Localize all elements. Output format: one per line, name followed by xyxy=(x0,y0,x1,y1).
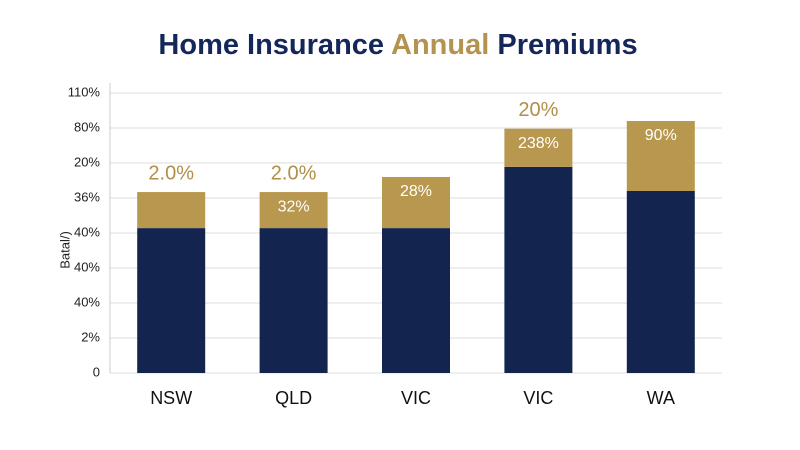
y-tick-label: 80% xyxy=(74,119,100,134)
y-tick-label: 40% xyxy=(74,294,100,309)
bar-segment xyxy=(259,192,328,229)
y-tick-label: 40% xyxy=(74,224,100,239)
x-tick-label: NSW xyxy=(150,388,192,408)
bar-segment xyxy=(137,228,206,373)
data-label: 28% xyxy=(400,183,432,200)
y-axis-label: Batal/) xyxy=(57,231,72,269)
bar-segment xyxy=(137,192,206,229)
bar-segment xyxy=(626,191,695,373)
x-tick-label: VIC xyxy=(401,388,431,408)
data-label: 20% xyxy=(518,99,558,121)
data-label: 32% xyxy=(278,198,310,215)
x-tick-label: WA xyxy=(647,388,675,408)
y-tick-label: 2% xyxy=(81,329,100,344)
data-label: 2.0% xyxy=(271,162,317,184)
y-tick-label: 40% xyxy=(74,259,100,274)
title-part: Annual xyxy=(391,29,489,61)
y-tick-label: 0 xyxy=(93,364,100,379)
title-part: Premiums xyxy=(489,29,637,61)
y-tick-label: 36% xyxy=(74,189,100,204)
data-label: 90% xyxy=(645,127,677,144)
bar-segment xyxy=(259,228,328,373)
y-tick-label: 20% xyxy=(74,154,100,169)
x-tick-label: VIC xyxy=(523,388,553,408)
bar-segment xyxy=(504,128,573,167)
bar-segment xyxy=(504,166,573,373)
data-label: 2.0% xyxy=(148,162,194,184)
title-part: Home Insurance xyxy=(158,29,391,61)
bar-segment xyxy=(626,121,695,191)
data-label: 238% xyxy=(518,135,559,152)
bar-segment xyxy=(382,177,450,229)
bar-segment xyxy=(382,228,450,373)
y-tick-label: 110% xyxy=(68,84,101,99)
chart-title: Home Insurance Annual Premiums xyxy=(158,29,637,61)
x-tick-label: QLD xyxy=(275,388,312,408)
